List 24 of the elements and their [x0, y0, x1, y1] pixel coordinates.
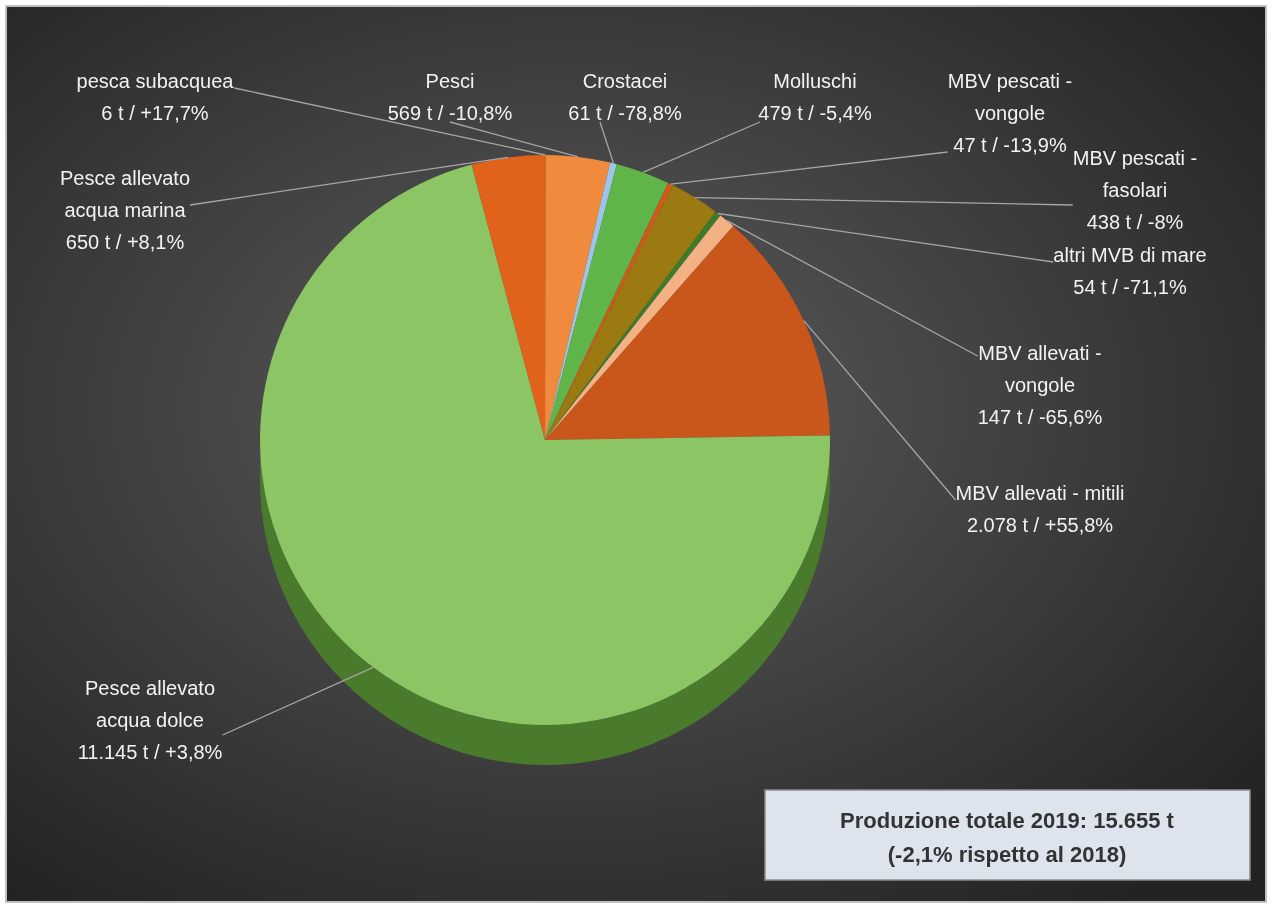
data-label: 438 t / -8%	[1086, 211, 1184, 233]
slice-label: Pesce allevato acqua marina	[59, 167, 191, 221]
data-label: 479 t / -5,4%	[758, 102, 872, 124]
slice-label: Pesci	[425, 70, 475, 92]
slice-label: pesca subacquea	[76, 70, 235, 92]
slice-label: Crostacei	[582, 70, 668, 92]
data-label: 47 t / -13,9%	[953, 134, 1067, 156]
slice-label: altri MVB di mare	[1053, 244, 1207, 266]
slice-label: Molluschi	[773, 70, 857, 92]
slice-label: MBV pescati - vongole	[947, 70, 1073, 124]
slice-label: MBV allevati - mitili	[955, 482, 1125, 504]
data-label: 650 t / +8,1%	[65, 231, 185, 253]
data-label: 2.078 t / +55,8%	[966, 514, 1114, 536]
data-label: 54 t / -71,1%	[1073, 276, 1187, 298]
data-label: 147 t / -65,6%	[977, 406, 1103, 428]
text: Produzione totale 2019: 15.655 t	[840, 808, 1175, 833]
data-label: 61 t / -78,8%	[568, 102, 682, 124]
data-label: 569 t / -10,8%	[387, 102, 513, 124]
data-label: 11.145 t / +3,8%	[77, 741, 223, 763]
text: (-2,1% rispetto al 2018)	[887, 842, 1127, 867]
data-label: 6 t / +17,7%	[101, 102, 209, 124]
slice-label: Pesce allevato acqua dolce	[84, 677, 216, 731]
slice-label: MBV pescati - fasolari	[1072, 147, 1198, 201]
slice-label: MBV allevati - vongole	[978, 342, 1102, 396]
